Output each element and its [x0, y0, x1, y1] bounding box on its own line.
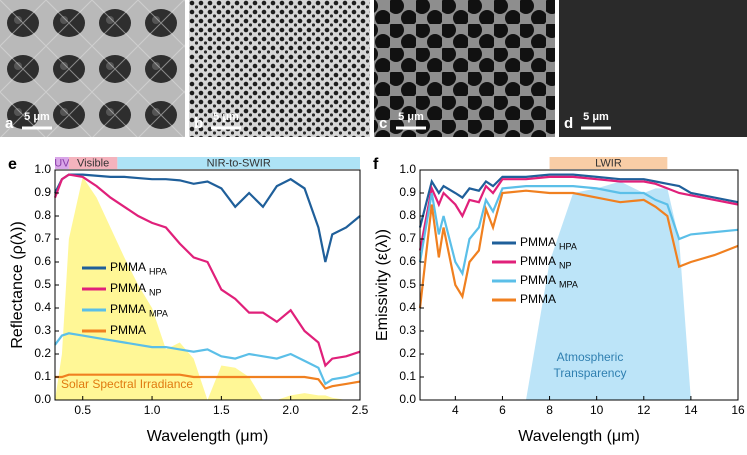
x-tick-label: 12 [637, 403, 651, 417]
x-axis-title: Wavelength (μm) [147, 428, 269, 445]
y-tick-label: 0.5 [34, 277, 51, 291]
x-tick-label: 8 [546, 403, 553, 417]
panel-label: e [8, 156, 17, 173]
band-label: UV [54, 157, 70, 169]
x-tick-label: 4 [452, 403, 459, 417]
y-tick-label: 0.3 [34, 323, 51, 337]
y-tick-label: 0.6 [399, 254, 416, 268]
x-tick-label: 6 [499, 403, 506, 417]
y-tick-label: 0.8 [399, 208, 416, 222]
x-tick-label: 1.5 [213, 403, 230, 417]
series-line [418, 189, 739, 309]
series-line [55, 373, 361, 390]
band [549, 157, 668, 169]
x-tick-label: 0.5 [74, 403, 91, 417]
band [117, 157, 361, 169]
band-label: NIR-to-SWIR [207, 157, 271, 169]
y-tick-label: 0.2 [34, 346, 51, 360]
legend-label: PMMA [520, 292, 556, 306]
legend-subscript: NP [149, 287, 162, 297]
x-tick-label: 1.0 [144, 403, 161, 417]
sem-image [189, 0, 370, 137]
y-tick-label: 0.3 [399, 323, 416, 337]
y-tick-label: 0.1 [34, 369, 51, 383]
panel-label: c [379, 115, 387, 132]
legend-subscript: NP [559, 260, 572, 270]
sem-image [559, 0, 747, 137]
y-tick-label: 1.0 [399, 162, 416, 176]
series-line [54, 332, 361, 386]
x-tick-label: 10 [590, 403, 604, 417]
area-label: Transparency [554, 366, 627, 380]
y-tick-label: 0.9 [399, 185, 416, 199]
panel-label: a [5, 115, 14, 132]
scale-label: 5 μm [24, 111, 50, 123]
legend-label: PMMA [520, 273, 556, 287]
scale-label: 5 μm [583, 111, 609, 123]
legend-subscript: MPA [149, 308, 168, 318]
series-line [418, 173, 739, 228]
x-tick-label: 2.5 [352, 403, 369, 417]
x-tick-label: 16 [731, 403, 745, 417]
y-tick-label: 0.4 [34, 300, 51, 314]
y-tick-label: 0.9 [34, 185, 51, 199]
x-tick-label: 14 [684, 403, 698, 417]
band-label: LWIR [595, 157, 622, 169]
y-tick-label: 0.0 [399, 392, 416, 406]
y-tick-label: 0.5 [399, 277, 416, 291]
y-axis-title: Emissivity (ε(λ)) [374, 229, 391, 341]
band-label: Visible [77, 157, 109, 169]
sem-image [374, 0, 555, 137]
y-tick-label: 0.6 [34, 254, 51, 268]
y-axis-title: Reflectance (ρ(λ)) [9, 221, 26, 348]
panel-label: d [564, 115, 573, 132]
series-line [418, 175, 739, 251]
panel-label: b [194, 115, 203, 132]
x-tick-label: 2.0 [282, 403, 299, 417]
legend-label: PMMA [110, 302, 146, 316]
legend-label: PMMA [110, 281, 146, 295]
legend-label: PMMA [110, 260, 146, 274]
band [68, 157, 118, 169]
area-label: Solar Spectral Irradiance [61, 377, 193, 391]
legend-subscript: HPA [149, 266, 167, 276]
panel-label: f [373, 156, 379, 173]
scale-label: 5 μm [213, 111, 239, 123]
area-label: Atmospheric [557, 350, 624, 364]
y-tick-label: 0.7 [399, 231, 416, 245]
legend-label: PMMA [520, 254, 556, 268]
background-area [420, 181, 738, 400]
series-line [53, 173, 361, 368]
legend-subscript: HPA [559, 241, 577, 251]
legend-subscript: MPA [559, 279, 578, 289]
y-tick-label: 0.4 [399, 300, 416, 314]
y-tick-label: 0.7 [34, 231, 51, 245]
x-axis-title: Wavelength (μm) [518, 428, 640, 445]
series-line [418, 185, 739, 277]
y-tick-label: 0.2 [399, 346, 416, 360]
scale-label: 5 μm [398, 111, 424, 123]
series-line [54, 173, 361, 263]
legend-label: PMMA [520, 235, 556, 249]
y-tick-label: 0.0 [34, 392, 51, 406]
y-tick-label: 1.0 [34, 162, 51, 176]
sem-image [0, 0, 185, 137]
y-tick-label: 0.1 [399, 369, 416, 383]
band [55, 157, 69, 169]
legend-label: PMMA [110, 323, 146, 337]
y-tick-label: 0.8 [34, 208, 51, 222]
